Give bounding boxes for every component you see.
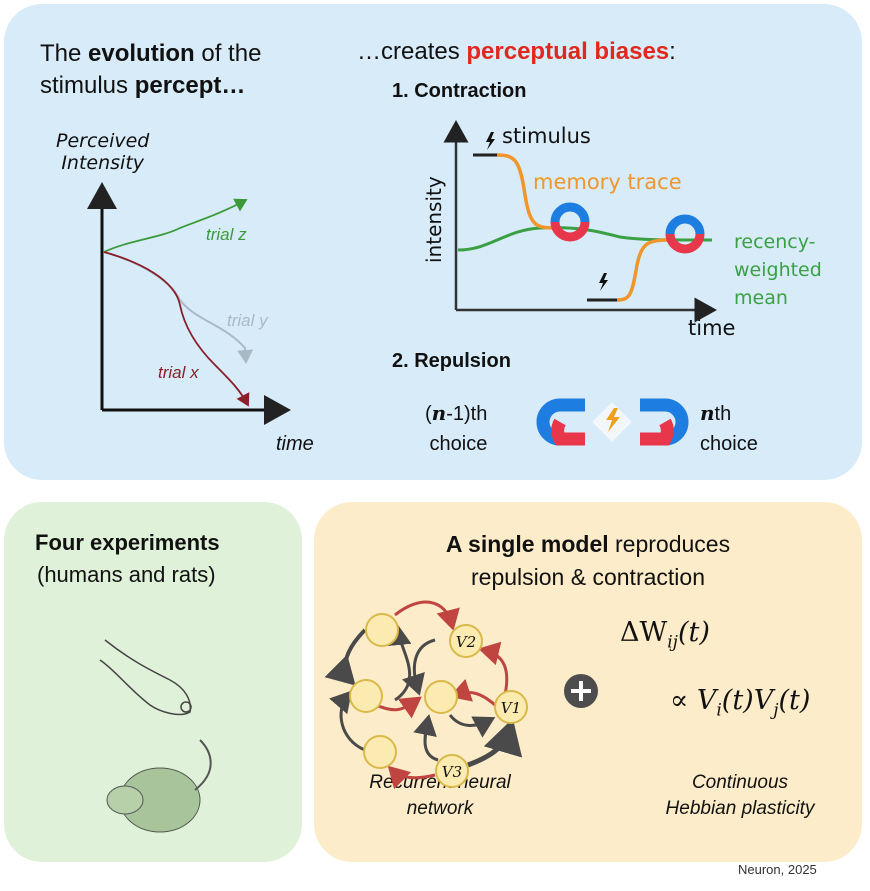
memory-trace-line-1	[496, 153, 556, 230]
label-part: n	[700, 401, 715, 425]
repulsion-magnets	[536, 398, 689, 446]
lightning-icon	[486, 132, 495, 150]
plus-circle-icon	[564, 674, 598, 708]
trial-y-label: trial y	[227, 311, 268, 330]
node-v3	[435, 754, 469, 788]
trial-x-label: trial x	[158, 363, 199, 382]
rat-illustration	[106, 739, 212, 833]
trial-z-label: trial z	[206, 225, 247, 244]
ylabel-line: Intensity	[61, 152, 145, 174]
rnn-network	[324, 600, 523, 790]
citation: Neuron, 2025	[738, 862, 817, 877]
hand-illustration	[99, 639, 192, 716]
contraction-heading: 1. Contraction	[392, 80, 527, 102]
title-part: percept…	[134, 72, 246, 99]
title-part: stimulus	[40, 72, 135, 99]
node	[424, 680, 458, 714]
label-part: th	[714, 403, 732, 425]
panel-perceptual-biases	[4, 4, 862, 480]
memory-trace-label: memory trace	[533, 170, 682, 194]
experiments-title: Four experiments	[35, 530, 220, 555]
mean-label: recency-weighted mean	[734, 228, 822, 312]
lightning-icon	[599, 273, 608, 291]
magnet-icon	[665, 214, 705, 254]
mean-line: weighted	[734, 259, 822, 281]
node-label-v2: V2	[456, 633, 476, 651]
rnn-nodes	[349, 613, 528, 788]
eq-part: (t)	[677, 617, 710, 648]
memory-trace-line-2	[616, 238, 673, 302]
equation-line2: ∝ Vi(t)Vj(t)	[670, 685, 811, 721]
eq-part: ΔW	[620, 617, 668, 648]
percept-title: The evolution of the stimulus percept…	[40, 38, 261, 102]
stimulus-label: stimulus	[502, 124, 591, 148]
magnet-icon	[550, 202, 590, 242]
caption-line: network	[406, 798, 474, 819]
percept-axes	[87, 182, 291, 425]
ylabel-line: Perceived	[56, 130, 150, 152]
repulsion-heading: 2. Repulsion	[392, 350, 511, 372]
label-part: -1)th	[446, 403, 488, 425]
node-label-v3: V3	[442, 763, 462, 781]
trial-z-line	[103, 198, 248, 253]
title-part: perceptual biases	[466, 38, 670, 65]
mean-line: recency-	[734, 231, 816, 253]
node	[365, 613, 399, 647]
caption-line: Continuous	[691, 772, 789, 793]
title-part: reproduces	[608, 531, 731, 557]
node-v1	[494, 690, 528, 724]
node-label-v1: V1	[501, 699, 521, 717]
trial-x-line	[103, 251, 250, 407]
node-v2	[449, 624, 483, 658]
equation-line1: ΔWij(t)	[620, 617, 710, 652]
label-part: n	[431, 401, 447, 425]
eq-part: ∝ V	[670, 685, 717, 716]
title-part: evolution	[88, 40, 195, 67]
experiments-subtitle: (humans and rats)	[37, 562, 216, 587]
title-part: The	[40, 40, 89, 67]
prev-choice-label: (n-1)th choice	[425, 398, 487, 459]
hebb-caption: Continuous Hebbian plasticity	[630, 770, 850, 822]
title-part: of the	[194, 40, 262, 67]
title-part: :	[669, 38, 676, 65]
title-part: repulsion & contraction	[471, 564, 705, 590]
label-part: choice	[700, 433, 758, 455]
node	[363, 735, 397, 769]
node	[349, 679, 383, 713]
trial-y-line	[103, 251, 254, 364]
label-part: choice	[429, 433, 488, 455]
label-part: (	[425, 403, 432, 425]
percept-ylabel: Perceived Intensity	[56, 130, 149, 174]
title-part: …creates	[357, 38, 467, 65]
caption-line: Hebbian plasticity	[665, 798, 815, 819]
eq-part: ij	[667, 632, 678, 653]
mean-line: mean	[734, 287, 788, 309]
contraction-axes	[443, 120, 717, 323]
model-title: A single model reproduces repulsion & con…	[0, 528, 870, 594]
biases-title: …creates perceptual biases:	[357, 38, 676, 66]
title-part: A single model	[445, 531, 609, 557]
percept-xlabel: time	[276, 433, 314, 455]
curr-choice-label: nth choice	[700, 398, 758, 459]
